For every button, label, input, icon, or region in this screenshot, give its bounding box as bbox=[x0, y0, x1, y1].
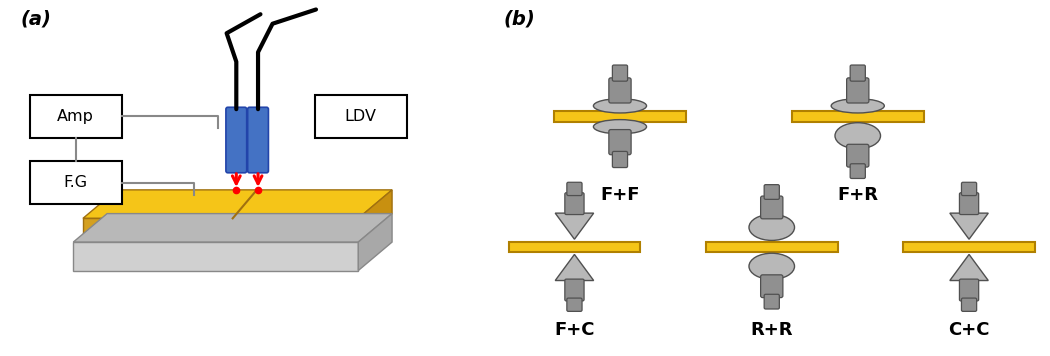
FancyBboxPatch shape bbox=[850, 164, 865, 178]
Ellipse shape bbox=[593, 120, 647, 134]
Ellipse shape bbox=[593, 99, 647, 113]
FancyBboxPatch shape bbox=[567, 298, 582, 312]
FancyBboxPatch shape bbox=[764, 294, 779, 309]
Polygon shape bbox=[74, 242, 358, 271]
FancyBboxPatch shape bbox=[760, 275, 783, 298]
FancyBboxPatch shape bbox=[565, 193, 584, 215]
FancyBboxPatch shape bbox=[760, 196, 783, 219]
Text: F+C: F+C bbox=[554, 321, 594, 339]
FancyBboxPatch shape bbox=[962, 298, 977, 312]
FancyBboxPatch shape bbox=[792, 111, 924, 121]
FancyBboxPatch shape bbox=[706, 242, 838, 252]
Text: F+F: F+F bbox=[601, 185, 639, 204]
FancyBboxPatch shape bbox=[609, 78, 631, 103]
FancyBboxPatch shape bbox=[567, 182, 582, 195]
FancyBboxPatch shape bbox=[612, 65, 628, 81]
Ellipse shape bbox=[832, 99, 884, 113]
FancyBboxPatch shape bbox=[508, 242, 640, 252]
Polygon shape bbox=[358, 190, 392, 242]
FancyBboxPatch shape bbox=[554, 111, 686, 121]
Polygon shape bbox=[74, 214, 392, 242]
Text: (b): (b) bbox=[504, 10, 536, 28]
FancyBboxPatch shape bbox=[960, 279, 979, 301]
FancyBboxPatch shape bbox=[612, 151, 628, 168]
FancyBboxPatch shape bbox=[565, 279, 584, 301]
Text: F.G: F.G bbox=[64, 175, 88, 190]
FancyBboxPatch shape bbox=[764, 185, 779, 199]
FancyBboxPatch shape bbox=[850, 65, 865, 81]
FancyBboxPatch shape bbox=[846, 78, 869, 103]
Text: LDV: LDV bbox=[344, 109, 377, 124]
FancyBboxPatch shape bbox=[960, 193, 979, 215]
Ellipse shape bbox=[749, 253, 795, 279]
Ellipse shape bbox=[835, 123, 881, 149]
Polygon shape bbox=[555, 255, 593, 281]
Polygon shape bbox=[555, 213, 593, 239]
FancyBboxPatch shape bbox=[248, 107, 269, 173]
FancyBboxPatch shape bbox=[609, 130, 631, 155]
FancyBboxPatch shape bbox=[962, 182, 977, 195]
FancyBboxPatch shape bbox=[846, 144, 869, 167]
FancyBboxPatch shape bbox=[29, 161, 122, 204]
FancyBboxPatch shape bbox=[226, 107, 247, 173]
Text: C+C: C+C bbox=[948, 321, 990, 339]
Text: R+R: R+R bbox=[751, 321, 793, 339]
FancyBboxPatch shape bbox=[315, 95, 406, 138]
Polygon shape bbox=[83, 218, 358, 242]
FancyBboxPatch shape bbox=[903, 242, 1035, 252]
Text: (a): (a) bbox=[20, 10, 51, 28]
Polygon shape bbox=[950, 213, 988, 239]
Ellipse shape bbox=[749, 214, 795, 240]
Text: Amp: Amp bbox=[58, 109, 94, 124]
Polygon shape bbox=[950, 255, 988, 281]
Polygon shape bbox=[358, 214, 392, 271]
FancyBboxPatch shape bbox=[29, 95, 122, 138]
Text: F+R: F+R bbox=[837, 185, 878, 204]
Polygon shape bbox=[83, 190, 392, 218]
